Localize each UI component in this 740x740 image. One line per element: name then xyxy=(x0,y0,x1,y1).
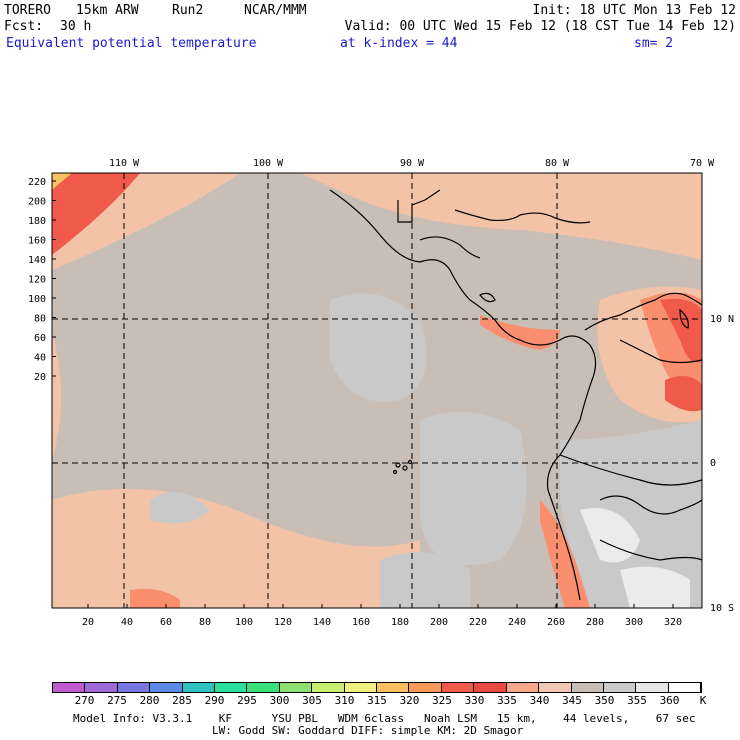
x-tick-label: 40 xyxy=(121,617,133,628)
y-tick-label: 100 xyxy=(28,294,46,305)
header-run: Run2 xyxy=(172,3,204,18)
colorbar-label: 280 xyxy=(139,694,160,707)
footer-physics-info: LW: Godd SW: Goddard DIFF: simple KM: 2D… xyxy=(212,724,524,737)
colorbar-label: 310 xyxy=(334,694,355,707)
colorbar-swatch xyxy=(85,683,118,692)
colorbar-swatch xyxy=(636,683,669,692)
colorbar-label: 290 xyxy=(204,694,225,707)
y-axis-ticks: 220 200 180 160 140 120 100 80 60 40 20 xyxy=(28,177,56,383)
y-tick-label: 140 xyxy=(28,255,46,266)
header-fcst-value: 30 h xyxy=(60,19,92,34)
y-tick-label: 220 xyxy=(28,177,46,188)
colorbar-label: 305 xyxy=(302,694,322,707)
colorbar-swatch xyxy=(571,683,604,692)
colorbar-swatch xyxy=(603,683,637,692)
y-tick-label: 160 xyxy=(28,236,46,247)
colorbar-swatch xyxy=(182,683,216,692)
colorbar-swatch xyxy=(539,683,572,692)
colorbar-label: 360 xyxy=(659,694,680,707)
colorbar-label: 330 xyxy=(464,694,485,707)
x-tick-label: 140 xyxy=(313,617,331,628)
x-tick-label: 80 xyxy=(199,617,211,628)
header-model: TORERO xyxy=(4,3,51,18)
colorbar-label: 285 xyxy=(172,694,192,707)
header-valid: Valid: 00 UTC Wed 15 Feb 12 (18 CST Tue … xyxy=(344,19,736,34)
x-tick-label: 200 xyxy=(430,617,448,628)
colorbar-label: 350 xyxy=(594,694,615,707)
y-tick-label: 120 xyxy=(28,275,46,286)
y-tick-label: 180 xyxy=(28,216,46,227)
lat-lon-grid xyxy=(52,173,702,608)
coastlines xyxy=(329,189,703,601)
header-level: at k-index = 44 xyxy=(340,36,458,51)
lat-labels: 10 N 0 10 S xyxy=(710,314,734,614)
colorbar-swatch xyxy=(279,683,313,692)
map-frame xyxy=(51,172,703,609)
colorbar-label: 340 xyxy=(529,694,550,707)
colorbar-swatch xyxy=(474,683,507,692)
colorbar-unit: K xyxy=(699,694,707,707)
x-tick-label: 60 xyxy=(160,617,172,628)
y-tick-label: 200 xyxy=(28,197,46,208)
x-tick-label: 160 xyxy=(352,617,370,628)
x-axis-ticks: 20 40 60 80 100 120 140 160 180 200 220 240 260 280 30… xyxy=(82,604,682,628)
colorbar-swatch xyxy=(215,683,248,692)
colorbar-label: 300 xyxy=(269,694,290,707)
y-tick-label: 80 xyxy=(34,314,46,325)
colorbar-swatch xyxy=(668,683,702,692)
colorbar-swatch xyxy=(150,683,183,692)
colorbar-label: 295 xyxy=(237,694,257,707)
lat-label: 10 N xyxy=(710,314,734,325)
header-field: Equivalent potential temperature xyxy=(6,36,257,51)
y-tick-label: 20 xyxy=(34,372,46,383)
colorbar-label: 270 xyxy=(74,694,95,707)
colorbar-swatch xyxy=(409,683,442,692)
x-tick-label: 280 xyxy=(586,617,604,628)
colorbar-label: 315 xyxy=(367,694,387,707)
colorbar-labels: 270 275 280 285 290 295 300 305 310 315 320 325 330 3… xyxy=(0,694,740,708)
x-tick-label: 240 xyxy=(508,617,526,628)
lon-label: 80 W xyxy=(545,158,570,169)
y-tick-label: 60 xyxy=(34,333,46,344)
y-tick-label: 40 xyxy=(34,353,46,364)
x-tick-label: 220 xyxy=(469,617,487,628)
header-org: NCAR/MMM xyxy=(244,3,307,18)
colorbar-swatch xyxy=(506,683,540,692)
x-tick-label: 20 xyxy=(82,617,94,628)
colorbar-swatch xyxy=(53,683,86,692)
colorbar-label: 345 xyxy=(562,694,582,707)
lon-label: 70 W xyxy=(690,158,715,169)
colorbar-swatch xyxy=(117,683,151,692)
colorbar-swatch xyxy=(344,683,378,692)
footer-model-info: Model Info: V3.3.1 KF YSU PBL WDM 6class… xyxy=(73,712,696,725)
colorbar-label: 325 xyxy=(432,694,452,707)
lon-label: 100 W xyxy=(253,158,284,169)
lon-label: 110 W xyxy=(109,158,140,169)
lon-labels: 110 W 100 W 90 W 80 W 70 W xyxy=(109,158,715,169)
header-smoothing: sm= 2 xyxy=(634,36,674,51)
lat-label: 10 S xyxy=(710,603,734,614)
colorbar xyxy=(52,682,702,693)
header-resolution: 15km ARW xyxy=(76,3,139,18)
field-background xyxy=(52,173,702,608)
lon-label: 90 W xyxy=(400,158,425,169)
colorbar-label: 320 xyxy=(399,694,420,707)
header-init: Init: 18 UTC Mon 13 Feb 12 xyxy=(532,3,737,18)
x-tick-label: 180 xyxy=(391,617,409,628)
x-tick-label: 100 xyxy=(235,617,253,628)
lat-label: 0 xyxy=(710,458,716,469)
header-fcst-label: Fcst: xyxy=(4,19,44,34)
colorbar-swatch xyxy=(247,683,280,692)
colorbar-label: 275 xyxy=(107,694,127,707)
colorbar-swatch xyxy=(441,683,475,692)
x-tick-label: 120 xyxy=(274,617,292,628)
colorbar-label: 355 xyxy=(627,694,647,707)
x-tick-label: 300 xyxy=(625,617,643,628)
colorbar-label: 335 xyxy=(497,694,517,707)
colorbar-swatch xyxy=(377,683,410,692)
colorbar-swatch xyxy=(312,683,345,692)
x-tick-label: 260 xyxy=(547,617,565,628)
x-tick-label: 320 xyxy=(664,617,682,628)
